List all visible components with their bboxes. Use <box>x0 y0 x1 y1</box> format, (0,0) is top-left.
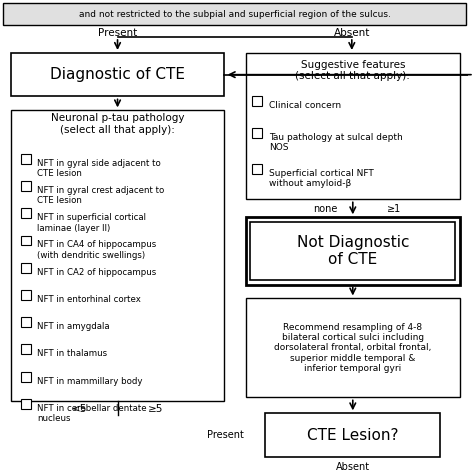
Text: NFT in mammillary body: NFT in mammillary body <box>37 377 142 386</box>
Bar <box>21 372 31 382</box>
Bar <box>246 217 460 284</box>
Text: <5: <5 <box>72 404 87 414</box>
Text: NFT in CA2 of hippocampus: NFT in CA2 of hippocampus <box>37 268 156 277</box>
Text: NFT in gyral crest adjacent to
CTE lesion: NFT in gyral crest adjacent to CTE lesio… <box>37 186 164 205</box>
Text: Recommend resampling of 4-8
bilateral cortical sulci including
dorsolateral fron: Recommend resampling of 4-8 bilateral co… <box>274 323 431 373</box>
Text: ≥1: ≥1 <box>387 204 401 214</box>
Text: Not Diagnostic
of CTE: Not Diagnostic of CTE <box>297 235 409 267</box>
Bar <box>11 110 224 401</box>
Text: NFT in entorhinal cortex: NFT in entorhinal cortex <box>37 295 141 304</box>
Text: Diagnostic of CTE: Diagnostic of CTE <box>50 67 185 82</box>
Bar <box>21 263 31 273</box>
Bar <box>21 399 31 409</box>
Bar <box>11 53 224 96</box>
Bar <box>252 164 262 173</box>
Bar <box>250 222 455 280</box>
Text: Present: Present <box>98 28 137 38</box>
Text: NFT in thalamus: NFT in thalamus <box>37 349 107 358</box>
Text: NFT in CA4 of hippocampus
(with dendritic swellings): NFT in CA4 of hippocampus (with dendriti… <box>37 240 156 260</box>
Bar <box>252 96 262 106</box>
Bar <box>246 53 460 200</box>
Text: Clinical concern: Clinical concern <box>269 101 341 110</box>
Bar <box>3 3 466 25</box>
Bar <box>21 181 31 191</box>
Text: Superficial cortical NFT
without amyloid-β: Superficial cortical NFT without amyloid… <box>269 169 374 188</box>
Bar <box>246 299 460 397</box>
Text: and not restricted to the subpial and superficial region of the sulcus.: and not restricted to the subpial and su… <box>79 10 391 19</box>
Text: ≥5: ≥5 <box>148 404 164 414</box>
Bar <box>21 154 31 164</box>
Bar <box>21 236 31 246</box>
Bar <box>265 413 440 457</box>
Bar <box>21 208 31 218</box>
Text: Present: Present <box>207 430 244 440</box>
Text: NFT in gyral side adjacent to
CTE lesion: NFT in gyral side adjacent to CTE lesion <box>37 159 161 178</box>
Bar <box>21 290 31 300</box>
Text: Absent: Absent <box>334 28 370 38</box>
Text: Absent: Absent <box>336 462 370 472</box>
Text: NFT in cerebellar dentate
nucleus: NFT in cerebellar dentate nucleus <box>37 404 146 423</box>
Text: Tau pathology at sulcal depth
NOS: Tau pathology at sulcal depth NOS <box>269 133 403 153</box>
Text: none: none <box>313 204 337 214</box>
Text: NFT in amygdala: NFT in amygdala <box>37 322 109 331</box>
Text: Suggestive features
(select all that apply):: Suggestive features (select all that app… <box>295 60 410 82</box>
Bar <box>21 317 31 327</box>
Text: Neuronal p-tau pathology
(select all that apply):: Neuronal p-tau pathology (select all tha… <box>51 113 184 135</box>
Bar <box>21 345 31 355</box>
Text: NFT in superficial cortical
laminae (layer II): NFT in superficial cortical laminae (lay… <box>37 213 146 233</box>
Bar <box>252 128 262 138</box>
Text: CTE Lesion?: CTE Lesion? <box>307 428 399 443</box>
